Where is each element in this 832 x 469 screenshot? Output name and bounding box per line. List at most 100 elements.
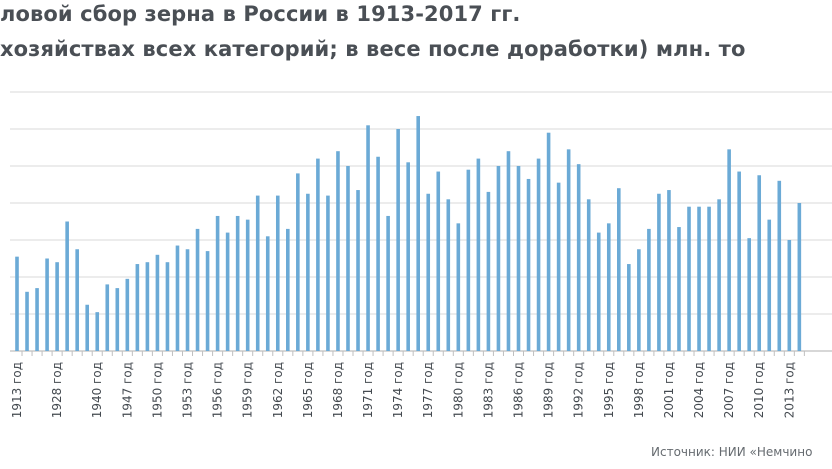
bar-1964-год <box>296 173 300 351</box>
bar-1953-год <box>185 249 190 351</box>
x-tick-label: 1956 год <box>211 362 225 418</box>
bar-2006-год <box>717 199 721 351</box>
bar-1979-год <box>446 199 451 351</box>
bar-1916-год <box>45 258 49 351</box>
bar-2002-год <box>677 227 681 351</box>
chart-title-line-1: ловой сбор зерна в России в 1913-2017 гг… <box>0 2 521 26</box>
bar-1960-год <box>255 195 260 351</box>
x-tick-label: 1977 год <box>421 362 435 418</box>
bar-1993-год <box>586 199 591 351</box>
x-tick-label: 1989 год <box>542 362 556 418</box>
bar-1913-год <box>15 256 19 351</box>
bar-1966-год <box>316 158 320 351</box>
bar-1974-год <box>396 129 400 351</box>
bar-2007-год <box>727 149 731 351</box>
x-axis-tick-labels: 1913 год 1928 год 1940 год 1947 год 1950 год… <box>10 362 796 418</box>
bar-1983-год <box>486 191 491 351</box>
bar-1988-год <box>536 158 541 351</box>
bar-1945-год <box>105 284 110 351</box>
bar-1946-год <box>115 288 120 351</box>
x-tick-label: 1995 год <box>602 362 616 418</box>
bar-1982-год <box>476 158 481 351</box>
bar-1932-год <box>65 221 69 351</box>
bar-1977-год <box>426 193 431 351</box>
bar-1985-год <box>506 151 511 351</box>
bar-1999-год <box>647 228 651 351</box>
x-tick-label: 1992 год <box>572 362 586 418</box>
bar-2012-год <box>777 180 782 351</box>
bar-1967-год <box>326 195 330 351</box>
bar-1981-год <box>466 169 471 351</box>
bar-1915-год <box>35 288 39 351</box>
bar-1952-год <box>175 245 180 351</box>
bar-1970-год <box>356 190 360 351</box>
bar-1949-год <box>145 262 150 351</box>
x-tick-label: 2001 год <box>662 362 676 418</box>
chart-title-line-2: хозяйствах всех категорий; в весе после … <box>0 37 746 61</box>
x-tick-label: 1971 год <box>361 362 375 418</box>
bar-1963-год <box>286 228 290 351</box>
x-tick-label: 2013 год <box>782 362 796 418</box>
bar-1987-год <box>526 178 531 351</box>
x-tick-label: 1953 год <box>181 362 195 418</box>
x-tick-label: 1959 год <box>241 362 255 418</box>
bar-1995-год <box>606 223 611 351</box>
bar-2000-год <box>657 193 661 351</box>
bar-2013-год <box>787 240 792 351</box>
bar-1976-год <box>416 116 420 351</box>
x-tick-label: 1986 год <box>512 362 526 418</box>
x-tick-label: 1947 год <box>120 362 134 418</box>
bar-1991-год <box>566 149 571 351</box>
bar-1973-год <box>386 215 390 351</box>
bar-2004-год <box>697 206 701 351</box>
bar-1986-год <box>516 166 521 351</box>
bar-1994-год <box>596 232 601 351</box>
bar-1969-год <box>346 166 350 351</box>
bar-2014-год <box>797 203 802 351</box>
bar-1948-год <box>135 264 140 351</box>
x-tick-label: 1940 год <box>90 362 104 418</box>
bar-2008-год <box>737 171 741 351</box>
bar-2001-год <box>667 190 671 351</box>
x-tick-label: 1962 год <box>271 362 285 418</box>
bar-2009-год <box>747 238 751 351</box>
bar-1980-год <box>456 223 461 351</box>
bar-1956-год <box>215 215 220 351</box>
bar-1978-год <box>436 171 441 351</box>
bar-1965-год <box>306 193 310 351</box>
bar-1996-год <box>617 188 621 351</box>
bar-1989-год <box>546 132 551 351</box>
bar-1975-год <box>406 162 410 351</box>
bar-1957-год <box>225 232 230 351</box>
bar-1940-год <box>95 312 100 351</box>
source-note: Источник: НИИ «Немчино <box>651 445 813 459</box>
bar-2005-год <box>707 206 711 351</box>
x-tick-label: 1968 год <box>331 362 345 418</box>
bar-1955-год <box>205 251 210 351</box>
x-axis-ticks <box>21 351 805 356</box>
bar-2003-год <box>687 206 691 351</box>
bar-1998-год <box>637 249 641 351</box>
bar-1962-год <box>275 195 280 351</box>
x-tick-label: 1950 год <box>150 362 164 418</box>
x-tick-label: 2004 год <box>692 362 706 418</box>
bar-1997-год <box>627 264 631 351</box>
x-tick-label: 1998 год <box>632 362 646 418</box>
x-tick-label: 1974 год <box>391 362 405 418</box>
bar-1971-год <box>366 125 370 351</box>
bar-2011-год <box>767 219 772 351</box>
bar-1972-год <box>376 156 380 351</box>
bar-1961-год <box>265 236 270 351</box>
bar-2010-год <box>757 175 762 351</box>
bar-1992-год <box>576 164 581 351</box>
x-tick-label: 2010 год <box>752 362 766 418</box>
bar-1954-год <box>195 228 200 351</box>
bar-1951-год <box>165 262 170 351</box>
x-tick-label: 2007 год <box>722 362 736 418</box>
bar-1928-год <box>55 262 59 351</box>
bar-1914-год <box>25 291 29 351</box>
bar-1984-год <box>496 166 501 351</box>
bar-1958-год <box>235 215 240 351</box>
bars <box>15 116 802 351</box>
